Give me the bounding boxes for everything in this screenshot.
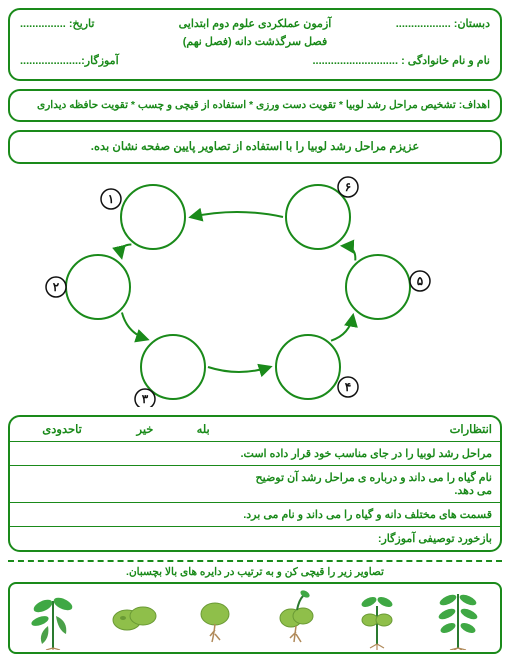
plant-stage-3 [180,586,250,650]
teacher-label: آموزگار: [81,55,119,67]
date-label: تاریخ: [66,18,95,30]
school-label: دبستان: [451,18,490,30]
cut-instruction: تصاویر زیر را قیچی کن و به ترتیب در دایر… [8,566,502,578]
instruction-text: عزیزم مراحل رشد لوبیا را با استفاده از ت… [91,141,420,153]
school-dots: .................. [396,18,451,30]
teacher-dots: .................... [20,55,81,67]
table-row: نام گیاه را می داند و درباره ی مراحل رشد… [10,465,500,502]
row-text: نام گیاه را می داند و درباره ی مراحل رشد… [231,465,501,502]
feedback-row: بازخورد توصیفی آموزگار: [10,526,500,550]
plant-stage-4 [261,586,331,650]
name-dots: ............................ [312,55,398,67]
svg-text:۳: ۳ [142,392,149,406]
date-dots: ............... [20,18,66,30]
table-header-row: انتظارات بله خیر تاحدودی [10,417,500,442]
col-no: خیر [114,417,176,442]
table-row: مراحل رشد لوبیا را در جای مناسب خود قرار… [10,441,500,465]
table-row: قسمت های مختلف دانه و گیاه را می داند و … [10,502,500,526]
row-text: قسمت های مختلف دانه و گیاه را می داند و … [231,502,501,526]
svg-text:۵: ۵ [417,274,424,288]
images-strip [8,582,502,654]
col-expect: انتظارات [231,417,501,442]
evaluation-table: انتظارات بله خیر تاحدودی مراحل رشد لوبیا… [8,415,502,552]
row-text: مراحل رشد لوبیا را در جای مناسب خود قرار… [231,441,501,465]
plant-stage-2 [99,586,169,650]
name-label: نام و نام خانوادگی : [398,55,490,67]
plant-stage-5 [342,586,412,650]
cycle-diagram: ۱ ۲ ۳ ۴ ۵ ۶ [8,172,502,407]
feedback-label: بازخورد توصیفی آموزگار: [10,526,500,550]
svg-text:۱: ۱ [108,192,114,206]
svg-text:۲: ۲ [53,280,60,294]
svg-text:۶: ۶ [345,180,351,194]
col-yes: بله [176,417,231,442]
svg-text:۴: ۴ [345,380,351,394]
cut-line [8,560,502,562]
instruction-box: عزیزم مراحل رشد لوبیا را با استفاده از ت… [8,130,502,164]
goals-text: اهداف: تشخیص مراحل رشد لوبیا * تقویت دست… [37,99,490,111]
col-somewhat: تاحدودی [10,417,114,442]
plant-stage-1 [18,586,88,650]
header-box: دبستان: .................. آزمون عملکردی… [8,8,502,81]
plant-stage-6 [423,586,493,650]
exam-title: آزمون عملکردی علوم دوم ابتدایی فصل سرگذش… [177,16,334,51]
goals-box: اهداف: تشخیص مراحل رشد لوبیا * تقویت دست… [8,89,502,122]
